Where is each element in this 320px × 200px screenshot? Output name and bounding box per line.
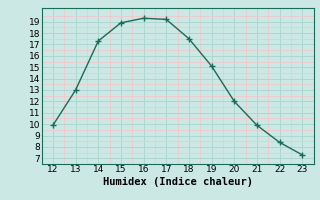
X-axis label: Humidex (Indice chaleur): Humidex (Indice chaleur) — [103, 177, 252, 187]
